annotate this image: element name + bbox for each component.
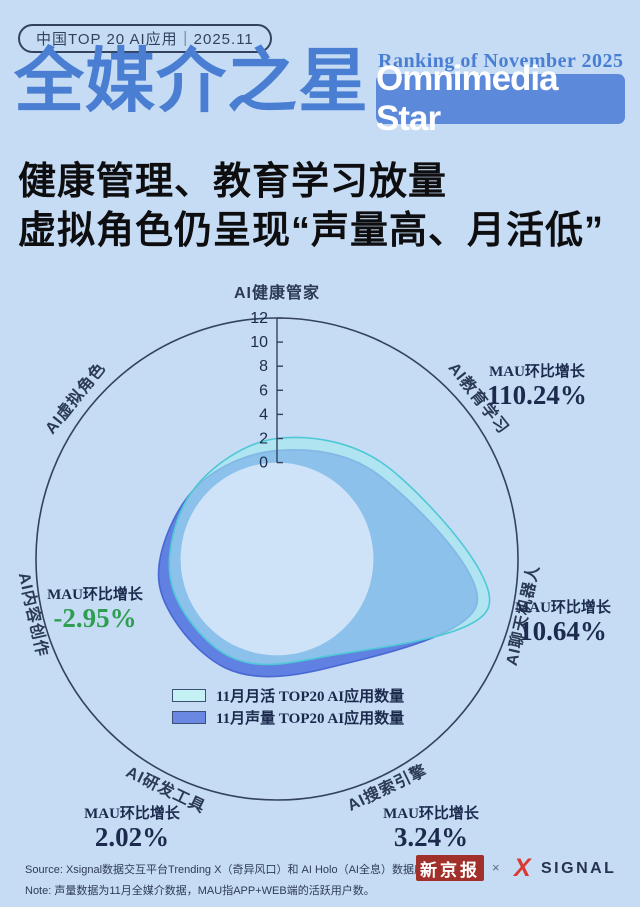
page-title: 全媒介之星 [14,44,369,121]
mau-note-value: 3.24% [393,822,469,852]
category-label: AI虚拟角色 [41,358,110,437]
mau-note-chatbot: MAU环比增长 10.64% [488,596,638,647]
mau-note-value: 110.24% [487,380,587,410]
radial-tick-label: 0 [259,455,268,472]
mau-note-value: 10.64% [519,616,607,646]
radial-tick-label: 4 [259,406,268,423]
title-en-badge: Omnimedia Star [376,59,625,138]
mau-note-label: MAU环比增长 [47,587,143,603]
zero-level-disc [180,462,374,656]
legend-item-mau: 11月月活 TOP20 AI应用数量 [172,684,404,706]
radial-tick-label: 10 [250,334,268,351]
chart-legend: 11月月活 TOP20 AI应用数量 11月声量 TOP20 AI应用数量 [172,684,404,728]
mau-note-rnd-tools: MAU环比增长 2.02% [57,802,207,853]
beijing-news-text: 新京报 [420,860,480,880]
source-line: Source: Xsignal数据交互平台Trending X（奇异风口）和 A… [25,864,425,876]
radial-tick-label: 2 [259,431,268,448]
collab-times-icon: × [492,860,500,875]
headline-line2: 虚拟角色仍呈现“声量高、月活低” [18,210,605,252]
mau-note-label: MAU环比增长 [489,364,585,380]
mau-note-content-creation: MAU环比增长 -2.95% [20,583,170,634]
mau-note-education: MAU环比增长 110.24% [462,360,612,411]
beijing-news-logo: 新京报 [416,855,484,881]
mau-note-label: MAU环比增长 [515,600,611,616]
mau-note-value: 2.02% [94,822,170,852]
radial-tick-label: 12 [250,310,268,327]
mau-note-value: -2.95% [53,603,137,633]
legend-swatch-voice [172,710,206,724]
xsignal-x-icon: X [514,854,531,882]
legend-item-voice: 11月声量 TOP20 AI应用数量 [172,706,404,728]
ranking-subtitle: Ranking of November 2025 [378,50,624,72]
legend-label-mau: 11月月活 TOP20 AI应用数量 [216,688,405,705]
mau-note-label: MAU环比增长 [383,806,479,822]
note-line: Note: 声量数据为11月全媒介数据，MAU指APP+WEB端的活跃用户数。 [25,885,375,898]
category-label: AI健康管家 [234,283,320,302]
mau-note-search: MAU环比增长 3.24% [356,802,506,853]
headline-line1: 健康管理、教育学习放量 [18,161,448,203]
radial-tick-label: 8 [259,358,268,375]
title-en-text: Omnimedia Star [376,59,559,138]
legend-label-voice: 11月声量 TOP20 AI应用数量 [216,710,405,727]
legend-swatch-mau [172,688,206,702]
xsignal-wordmark: SIGNAL [541,860,617,877]
headline: 健康管理、教育学习放量 虚拟角色仍呈现“声量高、月活低” [18,158,604,256]
footer: Source: Xsignal数据交互平台Trending X（奇异风口）和 A… [25,860,425,903]
mau-note-label: MAU环比增长 [84,806,180,822]
radial-tick-label: 6 [259,382,268,399]
edition-pill: 中国TOP 20 AI应用｜2025.11 [18,24,272,53]
